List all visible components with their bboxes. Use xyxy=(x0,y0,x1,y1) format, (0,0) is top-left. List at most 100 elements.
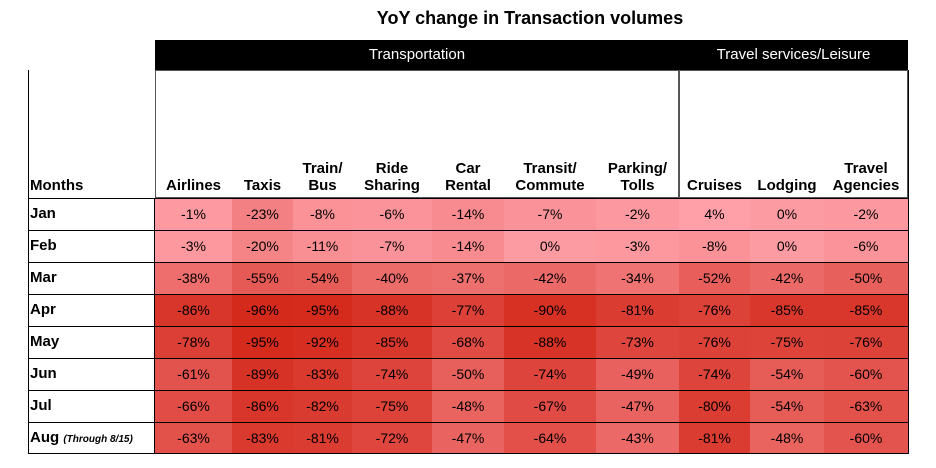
column-header: Lodging xyxy=(750,150,824,194)
heatmap-cell: 0% xyxy=(750,198,824,230)
heatmap-cell: -54% xyxy=(750,390,824,422)
heatmap-cell: -81% xyxy=(293,422,352,454)
heatmap-cell: -90% xyxy=(504,294,596,326)
group-box-1 xyxy=(679,70,908,198)
heatmap-cell: -86% xyxy=(232,390,293,422)
heatmap-cell: -61% xyxy=(155,358,232,390)
row-label: Mar xyxy=(30,269,57,286)
heatmap-cell: -20% xyxy=(232,230,293,262)
heatmap-cell: -75% xyxy=(750,326,824,358)
row-label: Feb xyxy=(30,237,57,254)
heatmap-cell: -76% xyxy=(824,326,908,358)
heatmap-cell: -81% xyxy=(679,422,750,454)
heatmap-cell: -74% xyxy=(352,358,432,390)
row-label: Jun xyxy=(30,365,57,382)
heatmap-cell: -73% xyxy=(596,326,679,358)
heatmap-cell: -42% xyxy=(504,262,596,294)
heatmap-cell: -82% xyxy=(293,390,352,422)
heatmap-cell: -37% xyxy=(432,262,504,294)
heatmap-cell: -74% xyxy=(679,358,750,390)
column-header-label: Ride Sharing xyxy=(364,160,420,194)
heatmap-cell: -54% xyxy=(750,358,824,390)
column-header-label: Transit/Commute xyxy=(515,160,585,194)
heatmap-cell: -8% xyxy=(293,198,352,230)
heatmap-cell: -48% xyxy=(750,422,824,454)
column-header-label: Airlines xyxy=(165,177,222,194)
heatmap-cell: -50% xyxy=(824,262,908,294)
heatmap-cell: -47% xyxy=(596,390,679,422)
heatmap-cell: -96% xyxy=(232,294,293,326)
row-header: Months xyxy=(30,177,84,194)
group-header-1: Travel services/Leisure xyxy=(679,40,908,70)
column-header-label: Taxis xyxy=(243,177,282,194)
heatmap-cell: -63% xyxy=(155,422,232,454)
heatmap-cell: -85% xyxy=(750,294,824,326)
heatmap-cell: -88% xyxy=(352,294,432,326)
chart-title: YoY change in Transaction volumes xyxy=(376,8,684,28)
heatmap-cell: 0% xyxy=(750,230,824,262)
heatmap-cell: -74% xyxy=(504,358,596,390)
heatmap-cell: -8% xyxy=(679,230,750,262)
column-header-label: Parking/Tolls xyxy=(607,160,668,194)
heatmap-cell: -14% xyxy=(432,198,504,230)
column-header: Car Rental xyxy=(432,150,504,194)
column-header-label: Lodging xyxy=(757,177,817,194)
heatmap-cell: -42% xyxy=(750,262,824,294)
heatmap-cell: -95% xyxy=(293,294,352,326)
heatmap-cell: -95% xyxy=(232,326,293,358)
heatmap-cell: -76% xyxy=(679,326,750,358)
row-divider xyxy=(28,326,908,327)
heatmap-cell: -60% xyxy=(824,358,908,390)
heatmap-cell: -48% xyxy=(432,390,504,422)
heatmap-cell: -38% xyxy=(155,262,232,294)
row-label: Jul xyxy=(30,397,52,414)
row-label: Jan xyxy=(30,205,56,222)
heatmap-cell: -23% xyxy=(232,198,293,230)
heatmap-cell: -60% xyxy=(824,422,908,454)
row-divider xyxy=(28,230,908,231)
group-header-0: Transportation xyxy=(155,40,679,70)
heatmap-cell: -76% xyxy=(679,294,750,326)
heatmap-cell: -6% xyxy=(352,198,432,230)
column-header: Travel Agencies xyxy=(824,150,908,194)
row-divider xyxy=(28,453,908,454)
heatmap-cell: -88% xyxy=(504,326,596,358)
heatmap-cell: -47% xyxy=(432,422,504,454)
heatmap-cell: -78% xyxy=(155,326,232,358)
heatmap-cell: -52% xyxy=(679,262,750,294)
heatmap-cell: -83% xyxy=(293,358,352,390)
heatmap-cell: -3% xyxy=(155,230,232,262)
heatmap-cell: -7% xyxy=(504,198,596,230)
row-note: (Through 8/15) xyxy=(63,434,133,445)
row-divider xyxy=(28,198,908,199)
heatmap-cell: -85% xyxy=(824,294,908,326)
row-label: May xyxy=(30,333,60,350)
heatmap-cell: -7% xyxy=(352,230,432,262)
row-divider xyxy=(28,294,908,295)
heatmap-cell: -40% xyxy=(352,262,432,294)
heatmap-cell: -49% xyxy=(596,358,679,390)
row-divider xyxy=(28,422,908,423)
heatmap-cell: -64% xyxy=(504,422,596,454)
heatmap-cell: -55% xyxy=(232,262,293,294)
heatmap-cell: -85% xyxy=(352,326,432,358)
heatmap-cell: -68% xyxy=(432,326,504,358)
heatmap-cell: -11% xyxy=(293,230,352,262)
column-header-label: Car Rental xyxy=(445,160,491,194)
row-divider xyxy=(28,262,908,263)
column-header: Transit/Commute xyxy=(504,150,596,194)
heatmap-cell: -80% xyxy=(679,390,750,422)
heatmap-cell: -63% xyxy=(824,390,908,422)
heatmap-cell: -72% xyxy=(352,422,432,454)
column-header: Airlines xyxy=(155,150,232,194)
heatmap-cell: -83% xyxy=(232,422,293,454)
label-divider xyxy=(154,198,155,454)
row-label: Aug (Through 8/15) xyxy=(30,429,133,446)
column-header-label: Travel Agencies xyxy=(832,160,900,194)
heatmap-cell: -2% xyxy=(596,198,679,230)
heatmap-cell: -3% xyxy=(596,230,679,262)
heatmap-cell: -2% xyxy=(824,198,908,230)
heatmap-cell: 0% xyxy=(504,230,596,262)
row-divider xyxy=(28,358,908,359)
heatmap-cell: -43% xyxy=(596,422,679,454)
